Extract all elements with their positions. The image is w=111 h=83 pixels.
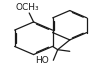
Text: OCH₃: OCH₃ — [15, 3, 39, 12]
Text: HO: HO — [35, 56, 49, 65]
